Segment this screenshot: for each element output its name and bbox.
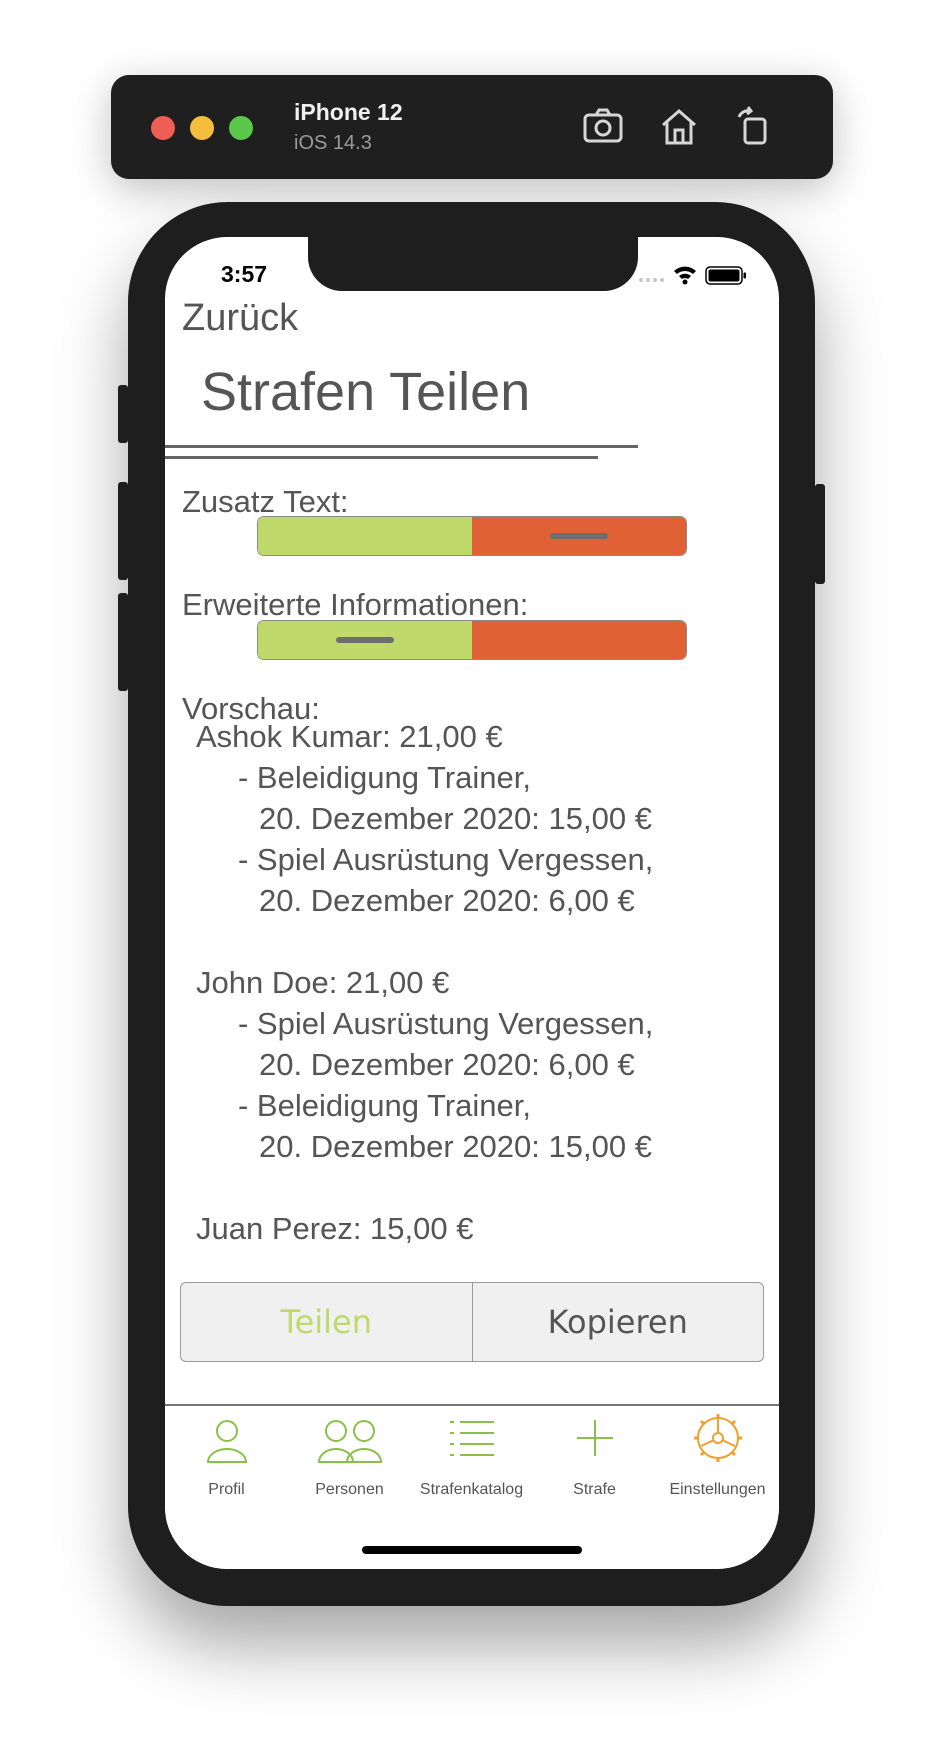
tab-personen[interactable]: Personen: [288, 1406, 411, 1526]
tab-label: Strafenkatalog: [419, 1481, 524, 1498]
fine-detail: 20. Dezember 2020: 6,00 €: [259, 883, 635, 918]
zusatz-text-toggle[interactable]: [257, 516, 687, 556]
status-icons: [636, 263, 751, 285]
signal-icon: [639, 278, 664, 282]
tab-einstellungen[interactable]: Einstellungen: [656, 1406, 779, 1526]
device-name: iPhone 12: [294, 99, 403, 125]
home-icon[interactable]: [655, 103, 703, 151]
screenshot-icon[interactable]: [579, 103, 627, 151]
person-header: Juan Perez: 15,00 €: [196, 1211, 474, 1246]
person-icon: [206, 1420, 247, 1463]
action-segmented-control: Teilen Kopieren: [180, 1282, 764, 1362]
tab-label: Profil: [208, 1481, 245, 1498]
notch: [308, 237, 638, 291]
title-underline: [165, 445, 638, 448]
power-button: [815, 484, 825, 584]
gear-icon: [693, 1414, 742, 1462]
tab-label: Einstellungen: [669, 1481, 766, 1498]
mute-switch: [118, 385, 128, 443]
battery-icon: [705, 266, 746, 285]
simulator-toolbar: iPhone 12 iOS 14.3: [111, 75, 833, 179]
share-button[interactable]: Teilen: [280, 1303, 373, 1341]
back-button[interactable]: Zurück: [182, 297, 299, 339]
plus-icon: [576, 1420, 613, 1456]
tab-label: Strafe: [573, 1481, 616, 1498]
os-version: iOS 14.3: [294, 132, 372, 154]
preview-label: Vorschau:: [182, 691, 320, 726]
people-icon: [317, 1420, 382, 1463]
toggle-indicator: [336, 637, 394, 643]
title-underline-secondary: [165, 456, 598, 459]
erweiterte-informationen-toggle[interactable]: [257, 620, 687, 660]
toggle-indicator: [550, 533, 608, 539]
fine-detail: 20. Dezember 2020: 15,00 €: [259, 801, 652, 836]
tab-profil[interactable]: Profil: [165, 1406, 288, 1526]
tab-bar: Profil Personen Strafenkatalog: [165, 1404, 779, 1569]
zoom-window-button[interactable]: [229, 116, 253, 140]
toggle-off-segment[interactable]: [472, 621, 686, 659]
toggle-on-segment[interactable]: [258, 621, 472, 659]
tab-label: Personen: [315, 1481, 384, 1498]
wifi-icon: [674, 266, 696, 285]
tab-strafenkatalog[interactable]: Strafenkatalog: [410, 1406, 533, 1526]
toggle-on-segment[interactable]: [258, 517, 472, 555]
page-title: Strafen Teilen: [201, 362, 531, 422]
rotate-icon[interactable]: [729, 103, 777, 151]
fine-detail: 20. Dezember 2020: 15,00 €: [259, 1129, 652, 1164]
erweiterte-informationen-label: Erweiterte Informationen:: [182, 587, 529, 622]
list-icon: [449, 1421, 494, 1456]
person-header: John Doe: 21,00 €: [196, 965, 450, 1000]
fine-title: - Spiel Ausrüstung Vergessen,: [238, 842, 654, 877]
volume-up-button: [118, 482, 128, 580]
fine-title: - Beleidigung Trainer,: [238, 1088, 531, 1123]
person-header: Ashok Kumar: 21,00 €: [196, 719, 503, 754]
minimize-window-button[interactable]: [190, 116, 214, 140]
fine-title: - Spiel Ausrüstung Vergessen,: [238, 1006, 654, 1041]
status-time: 3:57: [221, 261, 268, 287]
zusatz-text-label: Zusatz Text:: [182, 484, 349, 519]
volume-down-button: [118, 593, 128, 691]
tab-strafe[interactable]: Strafe: [533, 1406, 656, 1526]
close-window-button[interactable]: [151, 116, 175, 140]
fine-detail: 20. Dezember 2020: 6,00 €: [259, 1047, 635, 1082]
toggle-off-segment[interactable]: [472, 517, 686, 555]
home-indicator: [362, 1546, 582, 1554]
copy-button[interactable]: Kopieren: [471, 1283, 764, 1361]
fine-title: - Beleidigung Trainer,: [238, 760, 531, 795]
phone-screen: 3:57 Zurück Strafen Teilen Zusatz Text: …: [165, 237, 779, 1569]
